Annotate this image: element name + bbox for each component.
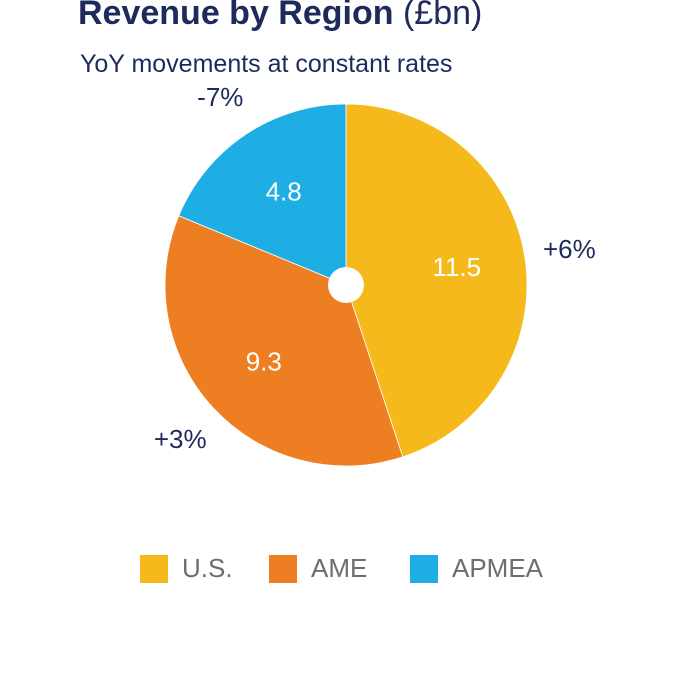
legend-item-us: U.S. [140,553,233,584]
slice-value-label-us: 11.5 [432,252,481,282]
slice-value-label-ame: 9.3 [246,346,282,376]
legend-swatch-us [140,554,168,583]
legend-swatch-apmea [410,554,438,583]
legend-item-ame: AME [269,553,367,584]
legend-label-us: U.S. [182,553,233,583]
chart-subtitle: YoY movements at constant rates [80,50,453,78]
legend-label-ame: AME [311,553,368,583]
slice-change-label-ame: +3% [154,424,207,454]
chart-title-unit: (£bn) [402,0,483,32]
legend-label-apmea: APMEA [452,553,544,583]
pie-center-hole [328,267,364,303]
slice-value-label-apmea: 4.8 [266,177,302,207]
pie-slice-ame [164,215,404,467]
legend-swatch-ame [269,554,297,583]
chart-title-text: Revenue by Region [78,0,394,32]
slice-change-label-apmea: -7% [197,82,243,112]
pie-slice-us [345,103,528,458]
legend-item-apmea: APMEA [410,553,543,584]
slice-change-label-us: +6% [543,234,596,264]
chart-title: Revenue by Region (£bn) [78,0,482,33]
pie-slice-apmea [178,103,347,286]
